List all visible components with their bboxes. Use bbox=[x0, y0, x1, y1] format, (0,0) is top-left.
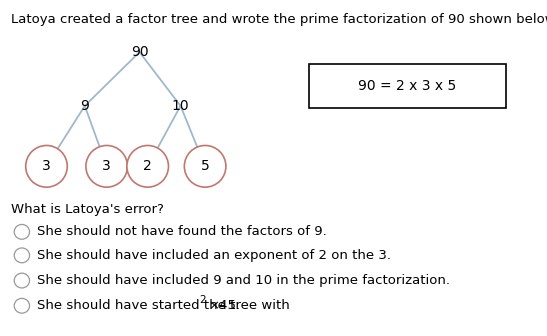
Text: She should not have found the factors of 9.: She should not have found the factors of… bbox=[37, 225, 327, 238]
Text: 2: 2 bbox=[200, 295, 206, 305]
Text: 9: 9 bbox=[80, 99, 89, 113]
Ellipse shape bbox=[14, 273, 30, 288]
Text: 5: 5 bbox=[201, 159, 210, 173]
Text: Latoya created a factor tree and wrote the prime factorization of 90 shown below: Latoya created a factor tree and wrote t… bbox=[11, 13, 547, 27]
Text: 90: 90 bbox=[131, 45, 148, 59]
Ellipse shape bbox=[127, 145, 168, 187]
Text: 3: 3 bbox=[42, 159, 51, 173]
Text: She should have included an exponent of 2 on the 3.: She should have included an exponent of … bbox=[37, 249, 391, 262]
FancyBboxPatch shape bbox=[309, 64, 506, 108]
Text: She should have started the tree with: She should have started the tree with bbox=[37, 299, 294, 312]
Ellipse shape bbox=[14, 248, 30, 263]
Text: 90 = 2 x 3 x 5: 90 = 2 x 3 x 5 bbox=[358, 79, 457, 93]
Ellipse shape bbox=[14, 298, 30, 313]
Ellipse shape bbox=[184, 145, 226, 187]
Text: She should have included 9 and 10 in the prime factorization.: She should have included 9 and 10 in the… bbox=[37, 274, 450, 287]
Ellipse shape bbox=[14, 224, 30, 239]
Text: 10: 10 bbox=[172, 99, 189, 113]
Text: What is Latoya's error?: What is Latoya's error? bbox=[11, 203, 164, 216]
Ellipse shape bbox=[86, 145, 127, 187]
Ellipse shape bbox=[26, 145, 67, 187]
Text: 3: 3 bbox=[102, 159, 111, 173]
Text: ×45.: ×45. bbox=[208, 299, 241, 312]
Text: 2: 2 bbox=[143, 159, 152, 173]
